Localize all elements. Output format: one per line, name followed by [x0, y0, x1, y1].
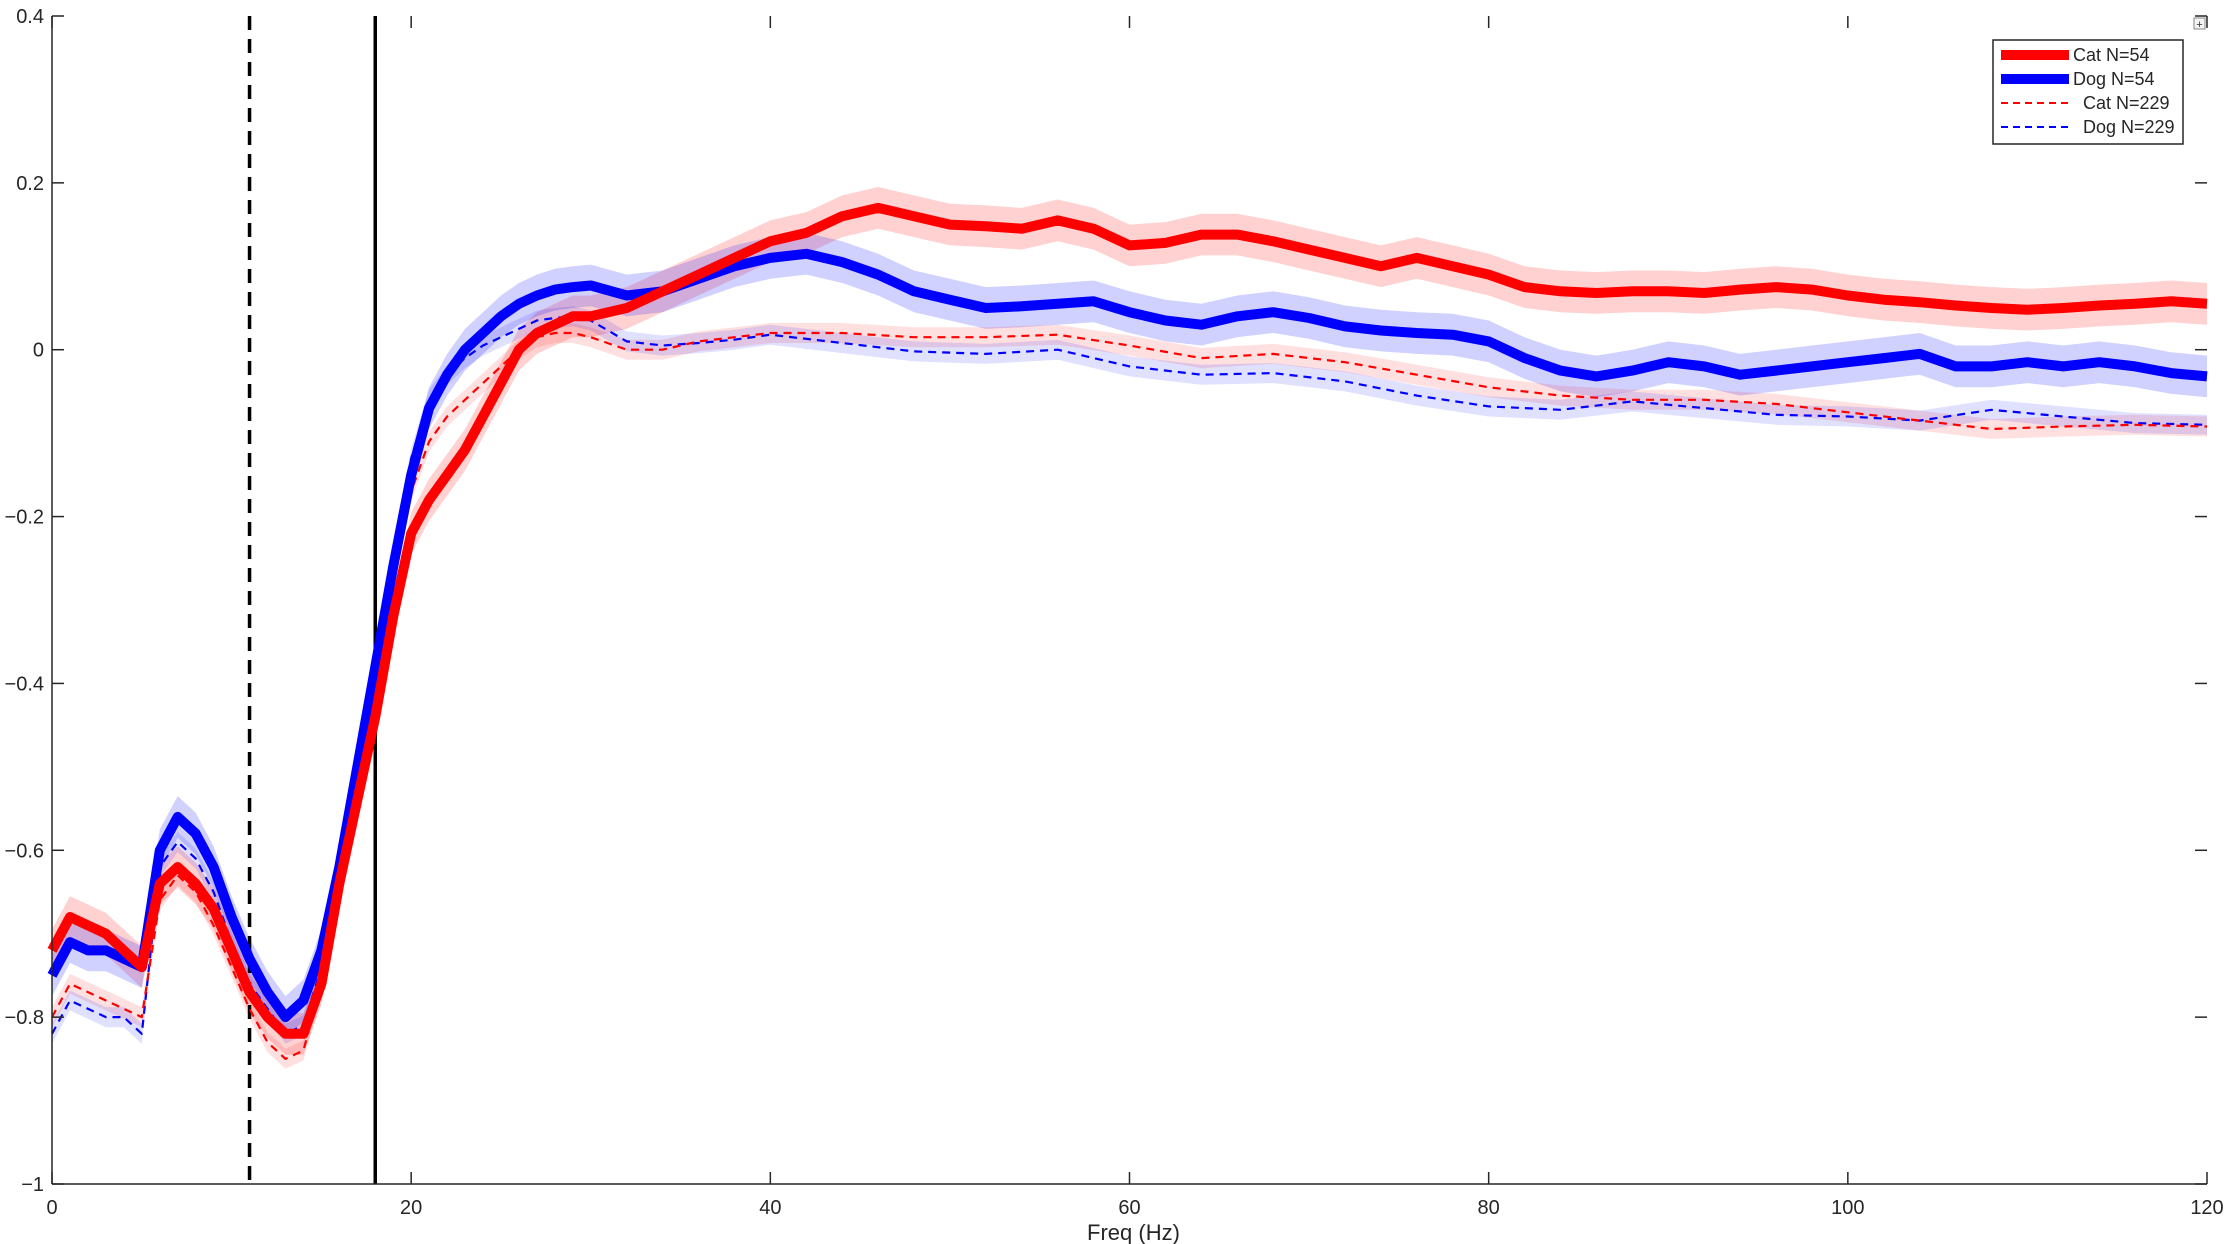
series-line-dog-n-229 [51, 315, 2208, 1035]
x-tick-label: 20 [400, 1197, 422, 1219]
x-tick-label: 0 [46, 1197, 57, 1219]
y-tick-label: −0.6 [5, 840, 44, 862]
axes: 0 20 40 60 80 100 120 −1 −0.8 −0.6 −0.4 −0.2 0 0.2 0.4… [5, 6, 2224, 1244]
legend-label-cat-n-54[interactable]: Cat N=54 [2073, 45, 2150, 65]
series-line-dog-n-54 [47, 248, 2208, 1023]
series-lines [47, 202, 2208, 1061]
y-tick-label: 0 [33, 340, 44, 362]
y-tick-label: 0.2 [16, 173, 44, 195]
legend-label-dog-n-229[interactable]: Dog N=229 [2083, 117, 2175, 137]
svg-text:+: + [2196, 19, 2202, 31]
legend-label-cat-n-229[interactable]: Cat N=229 [2083, 93, 2170, 113]
series-line-cat-n-229 [51, 331, 2208, 1061]
y-tick-label: −0.8 [5, 1007, 44, 1029]
x-axis-title: Freq (Hz) [1087, 1220, 1180, 1244]
plot-area [52, 16, 2207, 1184]
y-tick-label: 0.4 [16, 6, 44, 28]
legend-label-dog-n-54[interactable]: Dog N=54 [2073, 69, 2155, 89]
x-tick-label: 80 [1478, 1197, 1500, 1219]
y-tick-label: −0.2 [5, 507, 44, 529]
series-line-cat-n-54 [47, 202, 2208, 1039]
x-tick-label: 100 [1831, 1197, 1864, 1219]
y-tick-label: −0.4 [5, 673, 44, 695]
plus-icon[interactable] [2193, 17, 2206, 30]
y-tick-label: −1 [21, 1174, 44, 1196]
x-tick-label: 60 [1118, 1197, 1140, 1219]
x-tick-label: 120 [2190, 1197, 2223, 1219]
corner-button[interactable]: + [2193, 17, 2206, 31]
x-tick-label: 40 [759, 1197, 781, 1219]
legend[interactable]: Cat N=54 Dog N=54 Cat N=229 Dog N=229 [1992, 39, 2184, 145]
